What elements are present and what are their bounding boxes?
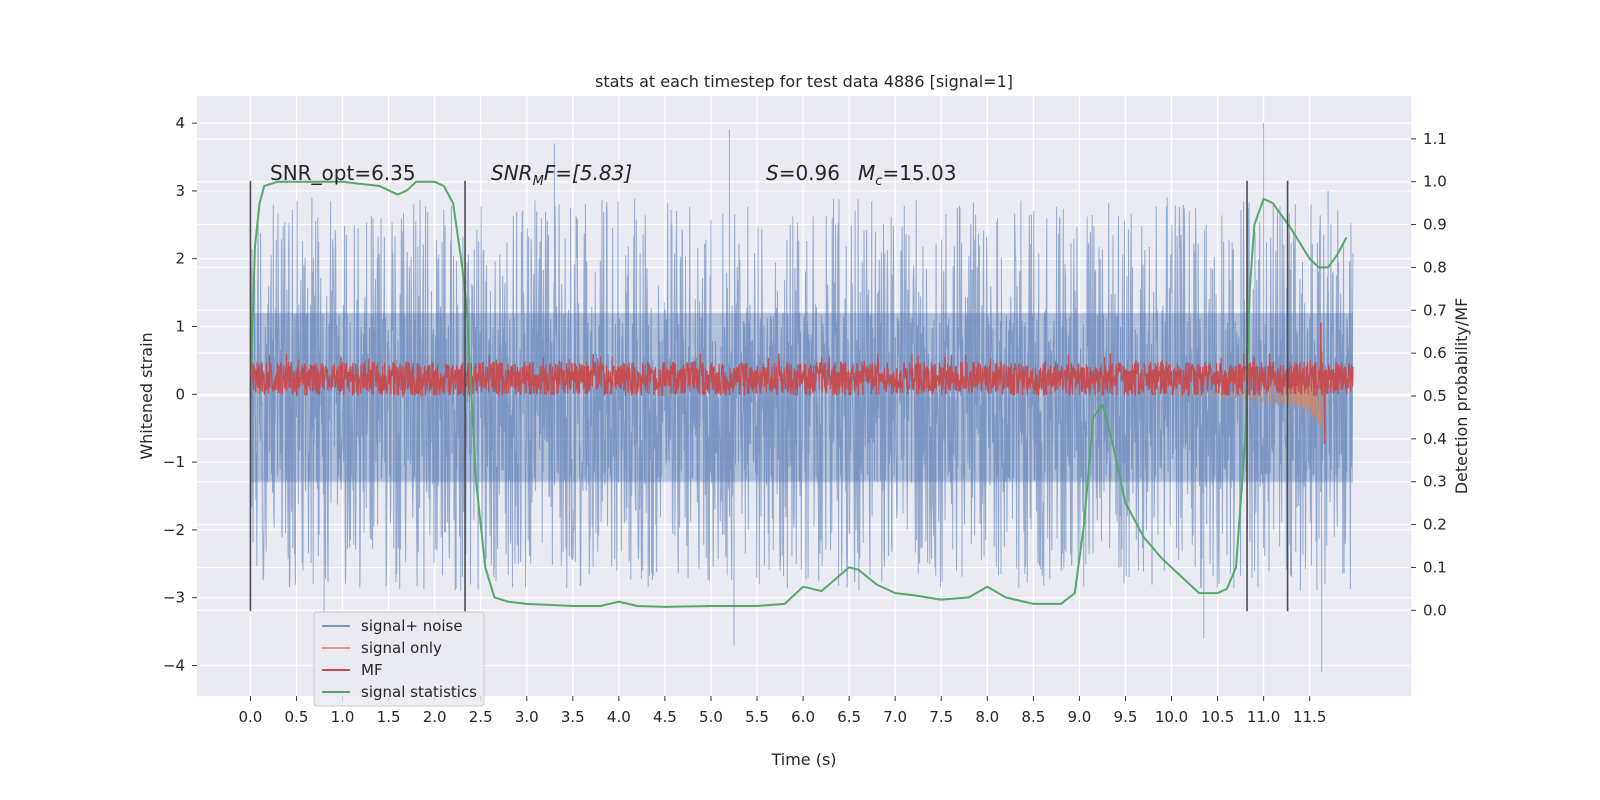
x-tick-label: 6.5 (837, 708, 861, 726)
y-tick-label-right: 0.0 (1423, 601, 1447, 619)
series-signal-statistics (249, 180, 1348, 608)
annotation-snr-mf: SNRMF=[5.83] (491, 161, 632, 189)
y-tick-label-right: 1.1 (1423, 130, 1447, 148)
series-mf (249, 322, 1354, 444)
mc-value: =15.03 (882, 161, 956, 185)
y-tick-label-left: −4 (163, 656, 185, 674)
annotations: SNR_opt=6.35 SNRMF=[5.83] S=0.96 Mc=15.0… (270, 161, 956, 189)
x-tick-label: 5.0 (699, 708, 723, 726)
x-tick-label: 9.0 (1067, 708, 1091, 726)
x-tick-label: 8.0 (975, 708, 999, 726)
y-tick-label-left: 0 (175, 385, 185, 403)
y-tick-label-right: 0.9 (1423, 216, 1447, 234)
y-tick-label-right: 1.0 (1423, 173, 1447, 191)
y-tick-label-right: 0.7 (1423, 301, 1447, 319)
vertical-markers (249, 180, 1289, 612)
x-tick-label: 1.5 (377, 708, 401, 726)
x-tick-label: 7.0 (883, 708, 907, 726)
x-tick-label: 3.0 (515, 708, 539, 726)
x-tick-label: 8.5 (1021, 708, 1045, 726)
s-variable: S (766, 161, 779, 185)
x-tick-label: 11.5 (1293, 708, 1326, 726)
legend-label: signal only (361, 639, 442, 657)
x-tick-label: 1.0 (331, 708, 355, 726)
x-tick-label: 10.0 (1155, 708, 1188, 726)
y-tick-label-left: −2 (163, 521, 185, 539)
mc-variable: M (858, 161, 875, 185)
series-signal-noise-core (250, 312, 1353, 483)
y-tick-label-left: 3 (175, 182, 185, 200)
x-tick-label: 11.0 (1247, 708, 1280, 726)
y-tick-label-left: 2 (175, 250, 185, 268)
x-axis-label: Time (s) (770, 750, 836, 769)
axes: 0.0 0.5 1.0 1.5 2.0 2.5 3.0 3.5 4.0 4.5 5.0 5.5 6.0 6… (163, 114, 1447, 726)
legend: signal+ noise signal only MF signal statist… (313, 611, 485, 707)
y-tick-label-right: 0.2 (1423, 516, 1447, 534)
legend-entries: signal+ noise signal only MF signal statist… (322, 617, 477, 701)
y-tick-label-left: 4 (175, 114, 185, 132)
series-signal-noise (249, 123, 1354, 673)
series-layer (249, 123, 1354, 673)
annotation-mc: Mc=15.03 (858, 161, 956, 189)
snr-mf-subscript: M (533, 174, 544, 189)
x-tick-label: 9.5 (1114, 708, 1138, 726)
legend-label: signal+ noise (361, 617, 463, 635)
y-tick-label-right: 0.3 (1423, 473, 1447, 491)
y-tick-label-right: 0.6 (1423, 344, 1447, 362)
annotation-s: S=0.96 (766, 161, 840, 185)
snr-opt-text: SNR_opt=6.35 (270, 161, 416, 185)
x-tick-label: 2.0 (423, 708, 447, 726)
y-axis-label-right: Detection probability/MF (1452, 298, 1471, 495)
x-tick-label: 0.0 (238, 708, 262, 726)
y-tick-label-right: 0.5 (1423, 387, 1447, 405)
y-tick-label-left: −1 (163, 453, 185, 471)
s-value: =0.96 (779, 161, 840, 185)
y-tick-label-left: −3 (163, 589, 185, 607)
legend-label: MF (361, 661, 383, 679)
y-tick-label-right: 0.1 (1423, 558, 1447, 576)
x-tick-label: 5.5 (745, 708, 769, 726)
snr-mf-variable: SNR (491, 161, 533, 185)
x-tick-label: 0.5 (285, 708, 309, 726)
y-tick-label-right: 0.4 (1423, 430, 1447, 448)
y-axis-label-left: Whitened strain (137, 332, 156, 459)
x-tick-label: 10.5 (1201, 708, 1234, 726)
snr-mf-value: F=[5.83] (544, 161, 632, 185)
x-tick-label: 7.5 (929, 708, 953, 726)
x-tick-label: 4.0 (607, 708, 631, 726)
x-tick-label: 2.5 (469, 708, 493, 726)
y-tick-label-right: 0.8 (1423, 258, 1447, 276)
mc-subscript: c (875, 174, 882, 189)
legend-label: signal statistics (361, 683, 477, 701)
x-tick-label: 3.5 (561, 708, 585, 726)
y-tick-label-left: 1 (175, 318, 185, 336)
legend-box (313, 611, 485, 707)
annotation-snr-opt: SNR_opt=6.35 (270, 161, 416, 185)
x-tick-label: 4.5 (653, 708, 677, 726)
chart-title: stats at each timestep for test data 488… (595, 72, 1013, 91)
x-tick-label: 6.0 (791, 708, 815, 726)
